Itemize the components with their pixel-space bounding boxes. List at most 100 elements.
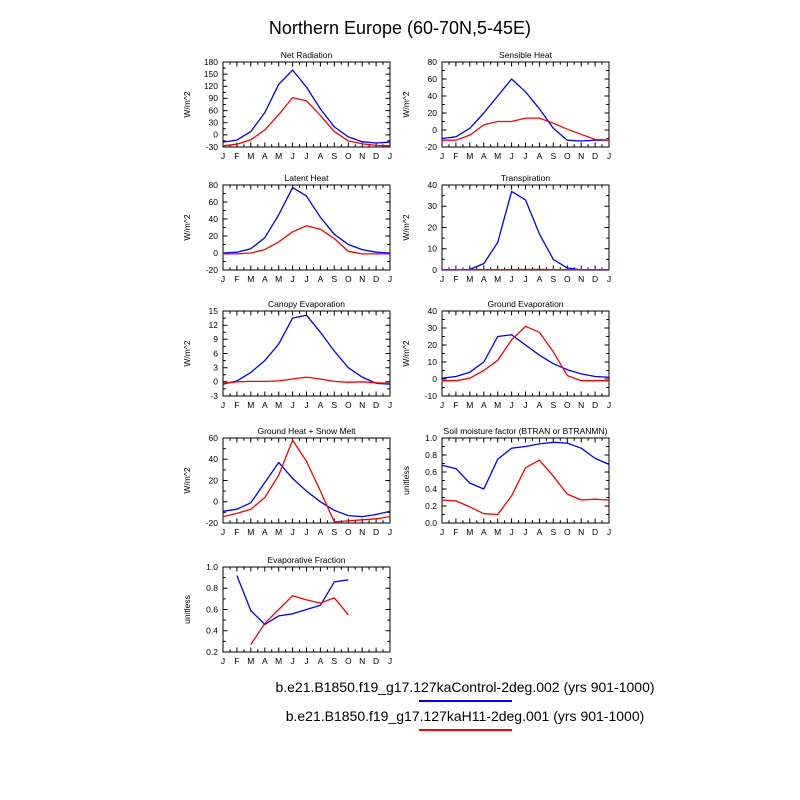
x-tick-label: J (607, 151, 611, 161)
x-tick-label: D (373, 527, 379, 537)
series-line-h11 (222, 96, 391, 147)
series-line-control (222, 461, 391, 518)
x-tick-label: J (388, 400, 392, 410)
x-tick-label: S (550, 527, 556, 537)
y-tick-label: 20 (428, 222, 438, 232)
plot-frame (222, 184, 391, 271)
y-tick-label: -20 (206, 518, 219, 528)
x-tick-label: N (359, 400, 365, 410)
chart-svg: 0.20.40.60.81.0J F M A M J J A S O N D JEvaporative … (182, 555, 392, 666)
y-tick-label: 0.8 (425, 450, 437, 460)
plot-frame (222, 566, 391, 653)
axis-ticks (222, 184, 391, 271)
y-tick-label: 60 (209, 105, 219, 115)
x-tick-label: M (494, 400, 501, 410)
x-tick-label: F (234, 400, 239, 410)
series-line-control (441, 78, 609, 142)
x-tick-label: J (509, 274, 513, 284)
x-tick-label: A (262, 400, 268, 410)
legend-entry-h11: b.e21.B1850.f19_g17.127kaH11-2deg.001 (y… (130, 708, 800, 731)
legend-line-h11 (418, 729, 512, 731)
y-axis-label: W/m^2 (401, 91, 411, 117)
chart-title: Transpiration (501, 173, 551, 183)
axis-ticks (441, 184, 610, 271)
series-line-h11 (222, 376, 391, 384)
y-tick-label: 0.2 (206, 647, 218, 657)
x-tick-label: F (234, 656, 239, 666)
x-tick-label: M (466, 151, 473, 161)
series-line-control (441, 334, 610, 379)
x-tick-label: J (607, 400, 611, 410)
x-tick-label: S (550, 151, 556, 161)
legend-entry-control: b.e21.B1850.f19_g17.127kaControl-2deg.00… (130, 679, 800, 702)
x-tick-label: J (509, 527, 513, 537)
x-tick-label: A (318, 400, 324, 410)
series-line-h11 (250, 595, 349, 645)
x-tick-label: A (318, 527, 324, 537)
series-line-h11 (223, 225, 390, 255)
y-tick-label: 6 (213, 348, 218, 358)
y-tick-label: 0 (213, 248, 218, 258)
x-tick-label: D (592, 151, 598, 161)
page-title: Northern Europe (60-70N,5-45E) (268, 18, 532, 38)
chart-transpiration: 0 10 20 30 40 J F M A M J J A S O N D J Transpiration W/m^2 (390, 172, 630, 297)
x-tick-label: J (304, 527, 308, 537)
x-tick-label: J (304, 656, 308, 666)
x-tick-label: N (359, 527, 365, 537)
chart-title: Ground Evaporation (487, 299, 563, 309)
y-axis-label: W/m^2 (182, 467, 192, 493)
y-tick-label: 40 (428, 306, 438, 316)
chart-net-radiation: -30 0 30 60 90 120 150 180 J F M A M J J A S O N D J Net Radi… (171, 49, 411, 174)
x-tick-label: A (262, 527, 268, 537)
series-line-h11 (222, 439, 391, 523)
y-tick-label: 0 (213, 377, 218, 387)
y-tick-label: 40 (209, 214, 219, 224)
x-tick-label: M (275, 274, 282, 284)
x-tick-label: F (234, 274, 239, 284)
legend: b.e21.B1850.f19_g17.127kaControl-2deg.00… (130, 679, 800, 737)
axis-ticks (441, 310, 610, 397)
series-line-h11 (441, 459, 610, 516)
x-tick-label: O (564, 151, 571, 161)
x-tick-label: S (550, 400, 556, 410)
y-tick-label: -20 (425, 142, 438, 152)
x-tick-label: A (537, 400, 543, 410)
x-tick-label: A (481, 400, 487, 410)
series-line-control (236, 575, 349, 626)
x-tick-label: M (275, 656, 282, 666)
y-tick-label: 40 (428, 180, 438, 190)
chart-canopy-evaporation: -3 0 3 6 9 12 15 J F M A M J J A S O N D J Canopy Evaporatio… (171, 298, 411, 423)
y-tick-label: 0 (213, 130, 218, 140)
chart-latent-heat: -20 0 20 40 60 80 J F M A M J J A S O N D J Latent Heat W/m^… (171, 172, 411, 297)
x-tick-label: D (373, 400, 379, 410)
x-tick-label: D (373, 656, 379, 666)
x-tick-label: M (466, 527, 473, 537)
x-tick-label: M (275, 400, 282, 410)
x-tick-label: M (247, 656, 254, 666)
x-tick-label: N (359, 274, 365, 284)
chart-title: Soil moisture factor (BTRAN or BTRANMN) (444, 426, 608, 436)
x-tick-label: F (453, 151, 458, 161)
plot-frame (441, 437, 610, 524)
x-tick-label: J (523, 400, 527, 410)
x-tick-label: J (440, 274, 444, 284)
chart-evaporative-fraction: 0.2 0.4 0.6 0.8 1.0 J F M A M J J A S O N D J Evaporative … (171, 554, 411, 679)
y-tick-label: -3 (210, 391, 218, 401)
x-tick-label: J (607, 527, 611, 537)
y-tick-label: 0 (213, 497, 218, 507)
x-tick-label: A (481, 527, 487, 537)
y-tick-label: 1.0 (425, 433, 437, 443)
x-tick-label: A (537, 274, 543, 284)
chart-ground-heat-snow-melt: -20 0 20 40 60 J F M A M J J A S O N D J Ground Heat + Sno… (171, 425, 411, 550)
axis-ticks (222, 310, 391, 397)
x-tick-label: O (345, 151, 352, 161)
chart-title: Sensible Heat (499, 50, 553, 60)
y-tick-label: 150 (204, 69, 218, 79)
series-line-h11 (442, 117, 610, 141)
